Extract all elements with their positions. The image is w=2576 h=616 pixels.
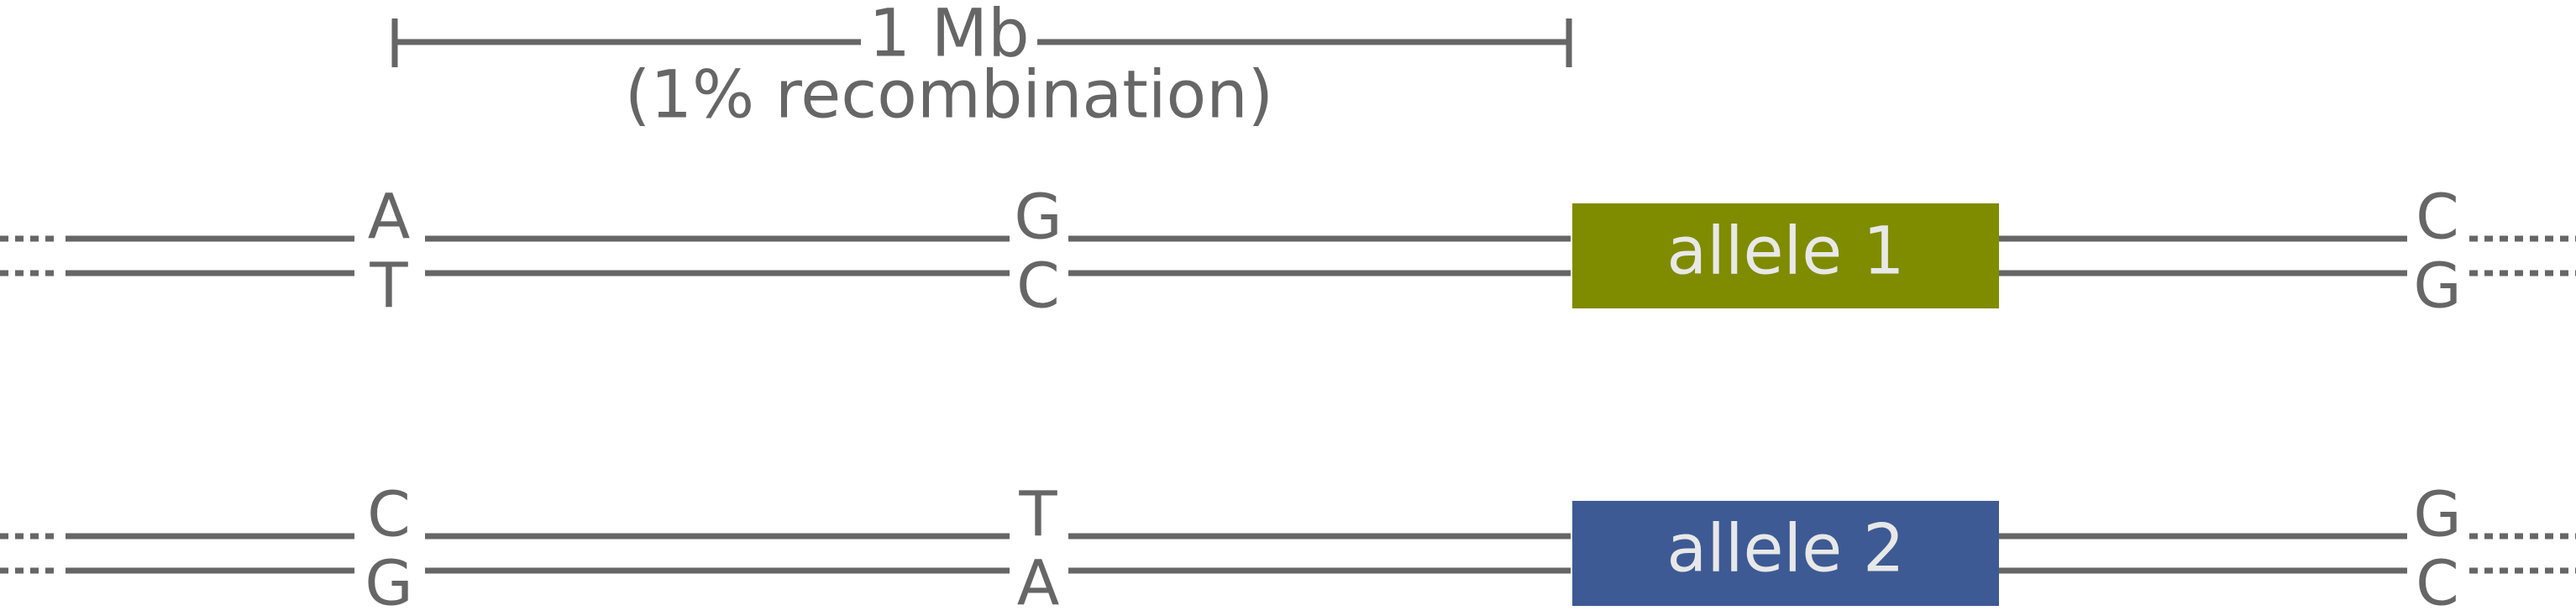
base-label: C bbox=[2416, 548, 2459, 616]
base-label: G bbox=[2413, 479, 2461, 551]
base-label: T bbox=[1018, 479, 1057, 551]
base-label: T bbox=[369, 250, 408, 323]
scale-sublabel: (1% recombination) bbox=[625, 57, 1273, 133]
chromosome-2: C G T A G C allele 2 bbox=[0, 479, 2576, 616]
allele-1-label: allele 1 bbox=[1666, 213, 1904, 289]
base-label: C bbox=[367, 479, 411, 551]
base-label: G bbox=[1014, 182, 1062, 254]
allele-2-box bbox=[1572, 501, 1999, 606]
chromosome-1: A T G C C G allele 1 bbox=[0, 182, 2576, 323]
scale-bar: 1 Mb (1% recombination) bbox=[391, 0, 1572, 133]
allele-2-label: allele 2 bbox=[1666, 511, 1904, 587]
allele-1-box bbox=[1572, 203, 1999, 308]
base-label: C bbox=[1016, 250, 1060, 323]
base-label: C bbox=[2416, 182, 2459, 254]
base-label: G bbox=[365, 548, 412, 616]
base-label: A bbox=[1017, 548, 1060, 616]
base-label: G bbox=[2413, 250, 2461, 323]
base-label: A bbox=[368, 182, 411, 254]
scale-label: 1 Mb bbox=[868, 0, 1029, 71]
